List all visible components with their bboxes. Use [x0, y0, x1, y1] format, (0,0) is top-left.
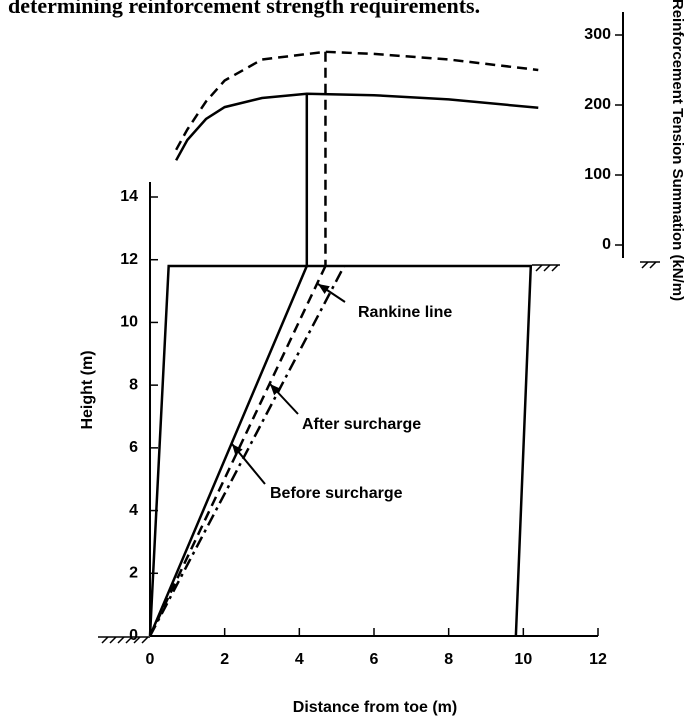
y-tick-label: 4: [129, 502, 138, 519]
chart-title: determining reinforcement strength requi…: [8, 0, 480, 18]
x-tick-label: 12: [589, 651, 607, 668]
y-tick-label: 12: [120, 251, 138, 268]
ground-hatch: [98, 261, 660, 644]
y2-tick-label: 200: [584, 96, 611, 113]
annotation: After surcharge: [302, 416, 421, 433]
arrow-head: [232, 444, 243, 456]
y-tick-label: 2: [129, 565, 138, 582]
line: [148, 265, 346, 637]
annotation: Rankine line: [358, 304, 452, 321]
y-tick-label: 10: [120, 314, 138, 331]
line: [148, 264, 533, 637]
x-tick-label: 10: [514, 651, 532, 668]
line: [148, 265, 308, 637]
x-tick-label: 8: [444, 651, 453, 668]
y2-tick-label: 100: [584, 166, 611, 183]
x-axis-label: Distance from toe (m): [293, 699, 457, 716]
y2-tick-label: 300: [584, 26, 611, 43]
y-tick-label: 14: [120, 188, 138, 205]
annotation: Before surcharge: [270, 485, 403, 502]
y-axis-label: Height (m): [79, 350, 96, 429]
x-tick-label: 6: [370, 651, 379, 668]
y2-tick-label: 0: [602, 236, 611, 253]
line: [148, 265, 327, 637]
arrow-head: [270, 384, 281, 396]
y-tick-label: 0: [129, 627, 138, 644]
tension-curve: [175, 50, 539, 151]
arrow-head: [318, 284, 330, 295]
y2-axis-label: Reinforcement Tension Summation (kN/m): [669, 0, 686, 301]
y-tick-label: 8: [129, 376, 138, 393]
x-tick-label: 4: [295, 651, 304, 668]
x-tick-label: 2: [220, 651, 229, 668]
y-tick-label: 6: [129, 439, 138, 456]
tension-curve: [175, 92, 539, 161]
x-tick-label: 0: [146, 651, 155, 668]
